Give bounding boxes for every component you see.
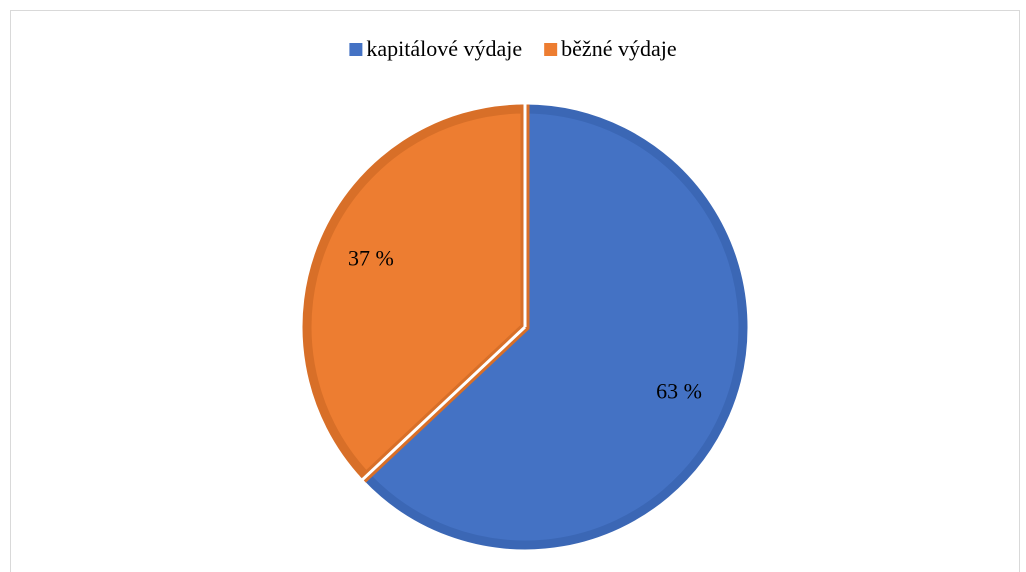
legend-label: kapitálové výdaje [366, 36, 522, 61]
pie-slice [302, 104, 530, 483]
pie-slice [359, 104, 748, 550]
legend-swatch [544, 43, 558, 56]
slice-separator [360, 325, 527, 482]
data-label: 63 % [656, 379, 702, 404]
legend-label: běžné výdaje [561, 36, 676, 61]
legend-swatch [349, 43, 363, 56]
data-label: 37 % [348, 245, 394, 270]
